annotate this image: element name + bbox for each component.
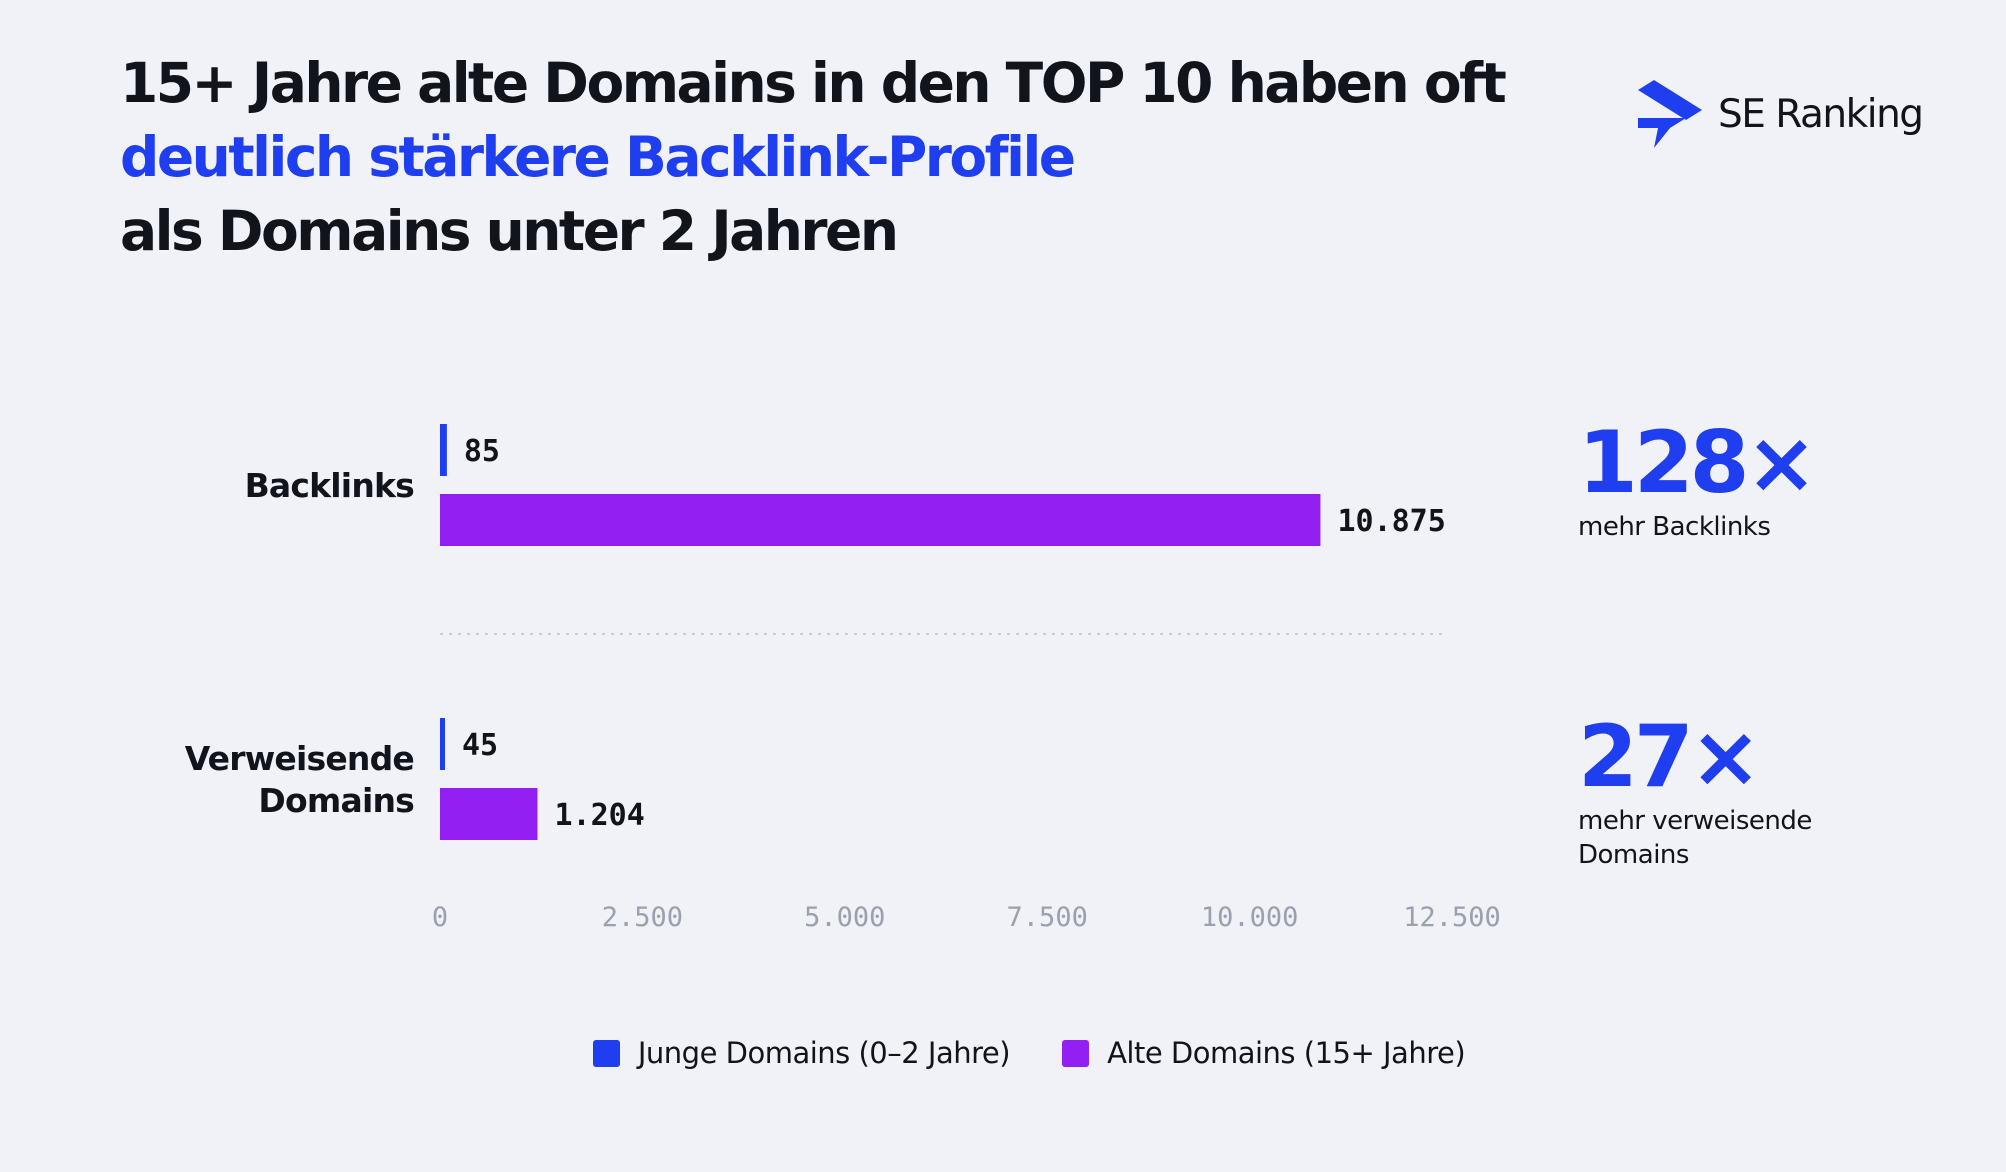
category-label-1-0: Verweisende <box>185 739 414 778</box>
se-ranking-logo-icon <box>1638 80 1702 148</box>
stat-referring-domains-label: mehr verweisende Domains <box>1578 806 1812 870</box>
chart-title: 15+ Jahre alte Domains in den TOP 10 hab… <box>120 46 1620 268</box>
x-tick-label-5: 12.500 <box>1403 902 1501 933</box>
data-label-young-0: 85 <box>464 434 500 469</box>
bar-young-0 <box>440 424 447 476</box>
x-tick-label-3: 7.500 <box>1007 902 1088 933</box>
legend-swatch-old <box>1062 1039 1090 1067</box>
x-tick-label-4: 10.000 <box>1201 902 1299 933</box>
legend-item-young: Junge Domains (0–2 Jahre) <box>592 1036 1011 1070</box>
chart-legend: Junge Domains (0–2 Jahre) Alte Domains (… <box>0 1036 2006 1070</box>
stat-backlinks: 128× mehr Backlinks <box>1578 420 1868 544</box>
bar-old-0 <box>440 494 1321 546</box>
x-tick-label-1: 2.500 <box>602 902 683 933</box>
x-tick-label-0: 0 <box>432 902 448 933</box>
data-label-old-1: 1.204 <box>554 798 644 833</box>
title-line-3: als Domains unter 2 Jahren <box>120 199 899 263</box>
brand-logo: SE Ranking <box>1636 74 1924 154</box>
bar-young-1 <box>440 718 445 770</box>
legend-item-old: Alte Domains (15+ Jahre) <box>1062 1036 1466 1070</box>
category-label-1-1: Domains <box>258 781 414 820</box>
legend-label-old: Alte Domains (15+ Jahre) <box>1107 1036 1466 1070</box>
stat-referring-domains-value: 27× <box>1578 707 1762 807</box>
title-line-2-highlight: deutlich stärkere Backlink-Profile <box>120 125 1076 189</box>
legend-label-young: Junge Domains (0–2 Jahre) <box>637 1036 1011 1070</box>
title-line-1: 15+ Jahre alte Domains in den TOP 10 hab… <box>120 51 1507 115</box>
brand-name: SE Ranking <box>1718 91 1924 137</box>
legend-swatch-young <box>592 1039 620 1067</box>
bar-old-1 <box>440 788 538 840</box>
data-label-young-1: 45 <box>462 728 498 763</box>
x-tick-label-2: 5.000 <box>804 902 885 933</box>
stat-backlinks-label: mehr Backlinks <box>1578 512 1771 542</box>
category-label-0-0: Backlinks <box>245 466 415 505</box>
data-label-old-0: 10.875 <box>1337 504 1445 539</box>
stat-backlinks-value: 128× <box>1578 413 1818 513</box>
stat-referring-domains: 27× mehr verweisende Domains <box>1578 714 1868 872</box>
